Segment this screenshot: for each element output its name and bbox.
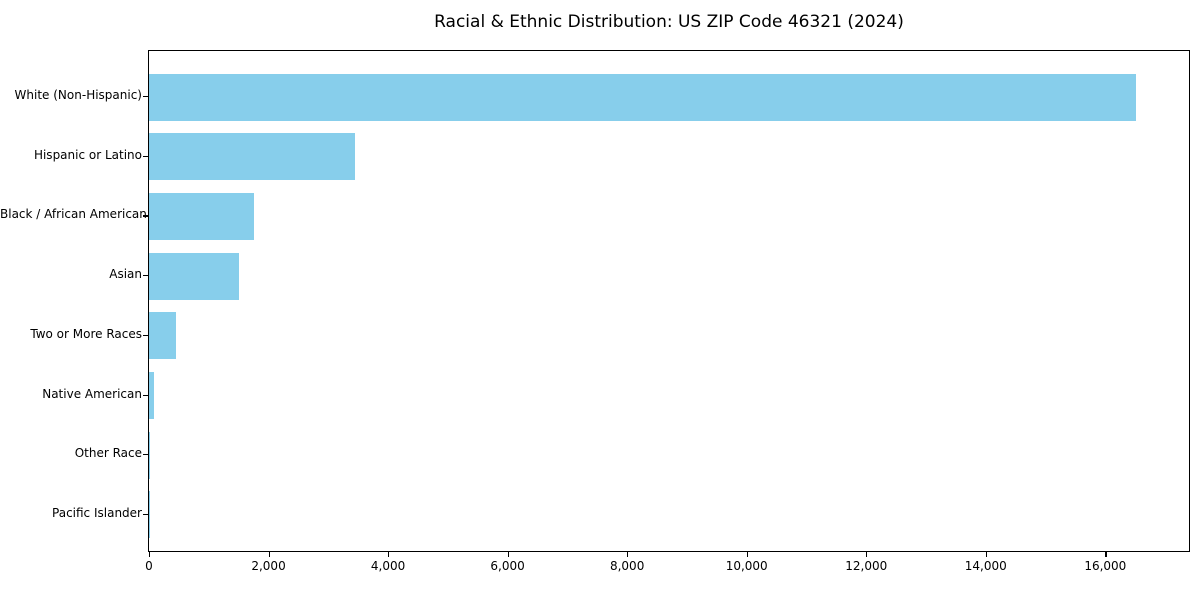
x-tick-mark bbox=[985, 552, 987, 557]
y-tick-mark bbox=[143, 513, 148, 516]
bar bbox=[149, 312, 176, 360]
category-label: Native American bbox=[42, 386, 142, 401]
x-tick-label: 16,000 bbox=[1084, 559, 1127, 573]
x-tick-mark bbox=[149, 552, 151, 557]
y-tick-mark bbox=[143, 96, 148, 98]
x-tick-mark bbox=[507, 552, 509, 557]
bar bbox=[149, 431, 150, 479]
x-tick-mark bbox=[1105, 552, 1107, 557]
category-label: Asian bbox=[109, 267, 142, 282]
plot-area bbox=[148, 50, 1190, 552]
bar bbox=[149, 252, 240, 300]
bar bbox=[149, 133, 355, 181]
x-tick-mark bbox=[866, 552, 868, 557]
y-tick-mark bbox=[143, 155, 148, 157]
x-tick-label: 12,000 bbox=[845, 559, 888, 573]
y-tick-mark bbox=[143, 394, 148, 396]
category-label: Hispanic or Latino bbox=[33, 147, 142, 162]
x-tick-label: 4,000 bbox=[370, 559, 406, 573]
x-tick-label: 10,000 bbox=[725, 559, 768, 573]
x-tick-mark bbox=[268, 552, 270, 557]
x-tick-mark bbox=[388, 552, 390, 557]
category-label: Pacific Islander bbox=[52, 505, 142, 520]
x-tick-label: 8,000 bbox=[609, 559, 645, 573]
category-label: Two or More Races bbox=[30, 326, 142, 341]
x-tick-mark bbox=[627, 552, 629, 557]
x-tick-label: 0 bbox=[145, 559, 153, 573]
category-label: White (Non-Hispanic) bbox=[14, 88, 142, 102]
x-tick-label: 2,000 bbox=[251, 559, 286, 573]
x-tick-label: 14,000 bbox=[964, 559, 1007, 573]
y-tick-mark bbox=[143, 215, 148, 217]
category-label: Black / African American bbox=[0, 207, 147, 222]
x-tick-label: 6,000 bbox=[490, 559, 525, 573]
y-tick-mark bbox=[143, 334, 148, 336]
x-tick-mark bbox=[746, 552, 748, 557]
y-tick-mark bbox=[143, 454, 148, 456]
bar bbox=[149, 73, 1137, 121]
bar bbox=[149, 192, 255, 240]
category-label: Other Race bbox=[74, 446, 142, 461]
bar bbox=[149, 372, 155, 419]
y-tick-mark bbox=[143, 275, 148, 277]
chart-title: Racial & Ethnic Distribution: US ZIP Cod… bbox=[434, 12, 904, 32]
